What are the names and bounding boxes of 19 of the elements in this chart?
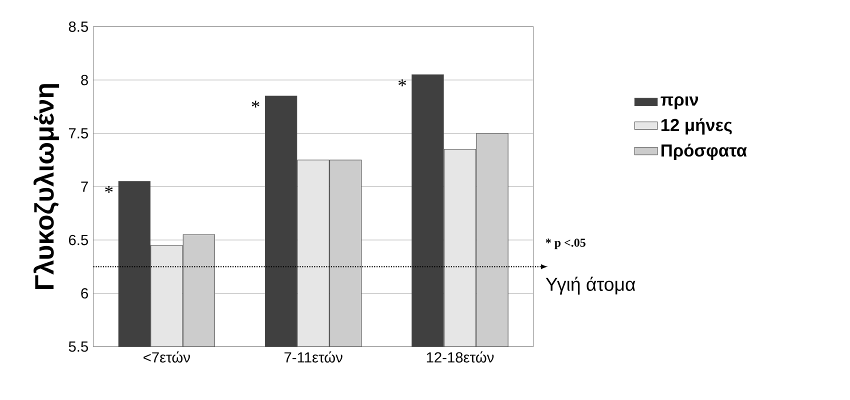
y-tick-label: 6.5	[68, 234, 88, 246]
y-tick-label: 8	[81, 74, 88, 86]
annotation: *	[105, 186, 113, 193]
y-tick-label: 7.5	[68, 128, 88, 138]
annotation: *	[398, 79, 406, 86]
y-tick-label: 6	[81, 288, 88, 299]
annotation: *	[252, 100, 260, 108]
legend-label: 12 μήνες	[661, 118, 732, 135]
y-axis-title: Γλυκοζυλιωμένη	[34, 84, 60, 290]
x-tick-label: <7ετών	[144, 351, 190, 363]
x-tick-label: 7-11ετών	[284, 351, 342, 363]
y-tick-label: 5.5	[68, 342, 88, 352]
ref-line-label: Υγιή άτομα	[546, 276, 636, 295]
y-tick-label: 8.5	[68, 21, 88, 32]
y-tick-label: 7	[81, 182, 88, 192]
text: * p <.05	[546, 238, 586, 250]
legend-label: πριν	[660, 96, 698, 110]
x-tick-label: 12-18ετών	[426, 351, 494, 363]
legend-label: Πρόσφατα	[662, 144, 747, 160]
